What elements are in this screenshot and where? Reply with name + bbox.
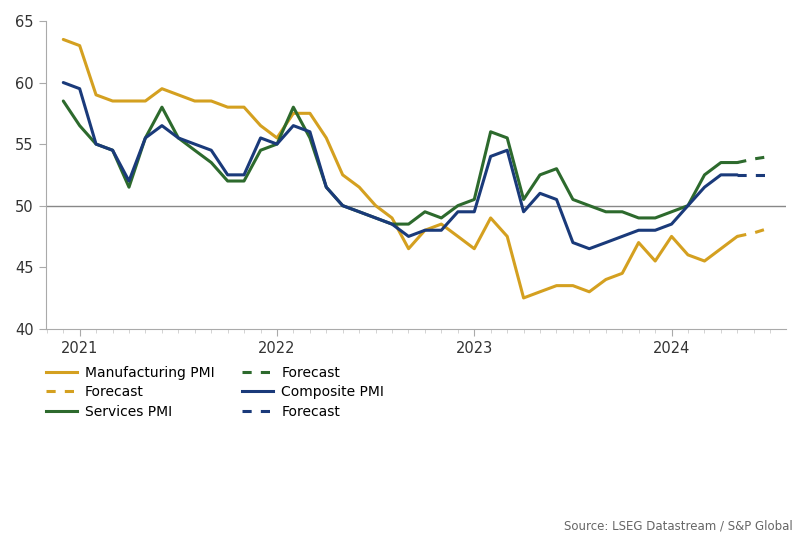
Legend: Manufacturing PMI, Forecast, Services PMI, Forecast, Composite PMI, Forecast: Manufacturing PMI, Forecast, Services PM… [46,366,384,419]
Text: Source: LSEG Datastream / S&P Global: Source: LSEG Datastream / S&P Global [564,520,793,533]
